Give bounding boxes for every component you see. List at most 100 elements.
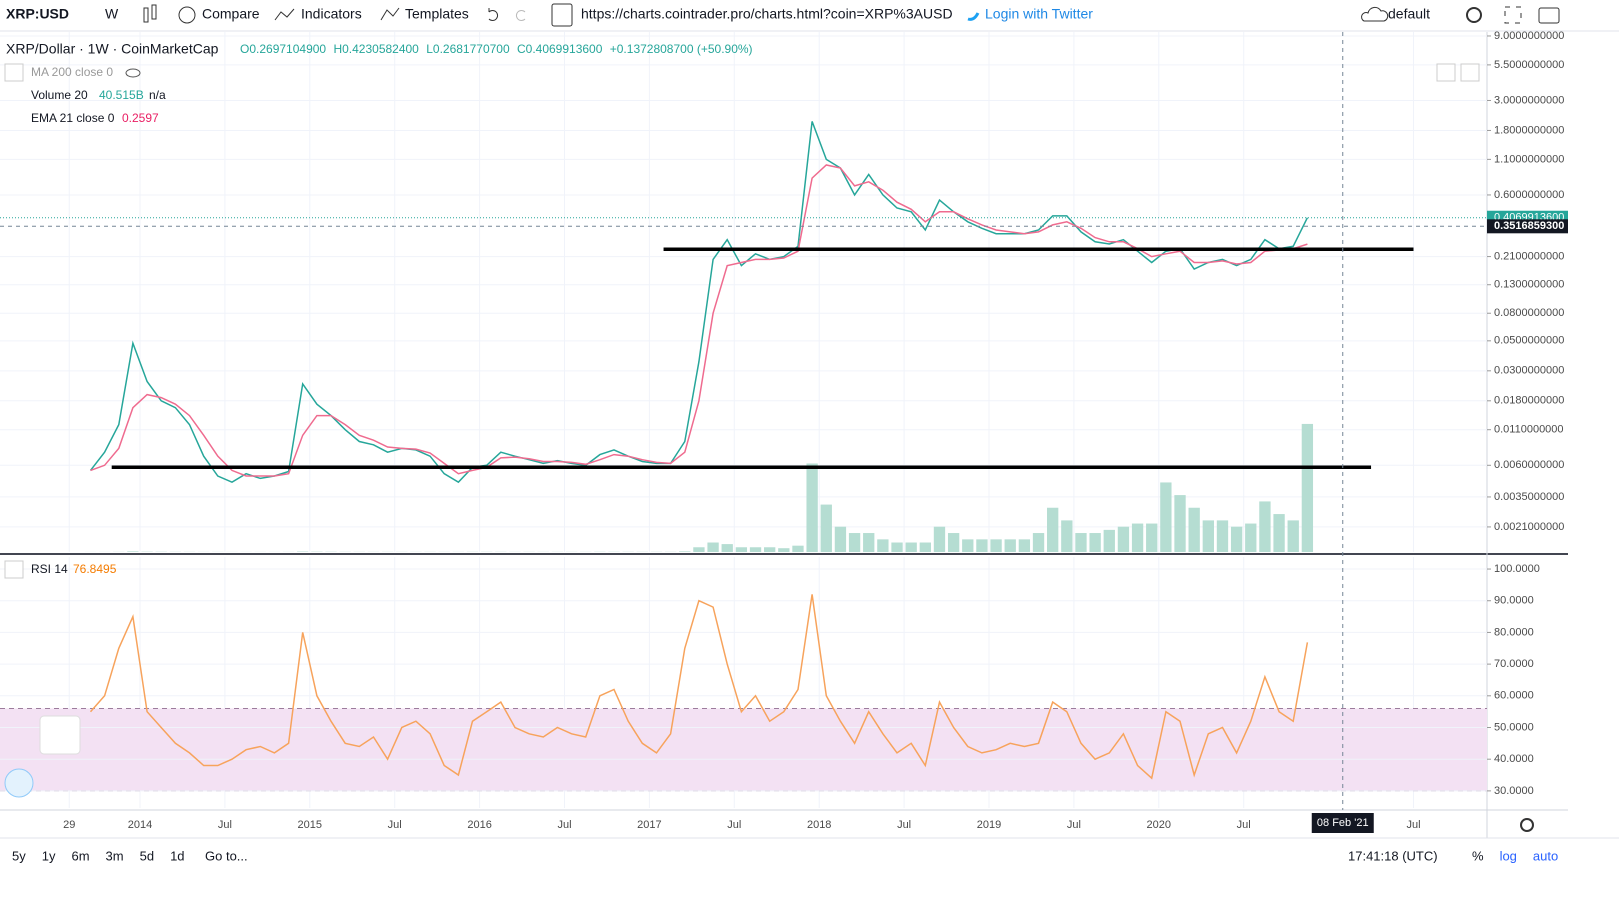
volume-bar: [990, 539, 1002, 552]
scale-button[interactable]: log: [1500, 848, 1517, 863]
y-tick-label: 0.1300000000: [1494, 279, 1564, 291]
volume-bar: [947, 533, 960, 552]
y-tick-label: 50.0000: [1494, 721, 1534, 733]
bottom-bar: Go to... 17:41:18 (UTC) 5y 1y 6m 3m 5d 1d% log…: [0, 818, 1619, 863]
maximize-button[interactable]: [1460, 63, 1480, 82]
drawing-toolbar[interactable]: [39, 715, 81, 755]
x-tick-label: Jul: [1237, 819, 1251, 831]
volume-bar: [848, 533, 861, 552]
volume-bar: [806, 463, 818, 552]
y-tick-label: 70.0000: [1494, 658, 1534, 670]
indicator-value: 40.515B: [99, 88, 144, 102]
ohlc: O0.2697104900 H0.4230582400 L0.268177070…: [240, 42, 753, 56]
volume-bar: [792, 545, 804, 552]
y-tick-label: 0.0800000000: [1494, 307, 1564, 319]
volume-bar: [1061, 520, 1073, 552]
volume-bar: [778, 548, 790, 552]
volume-bar: [905, 542, 917, 552]
panes: 29 2014 Jul 2015 Jul 2016 Jul 2017 Jul 2018 Jul 201…: [0, 30, 1568, 838]
x-tick-label: Jul: [388, 819, 402, 831]
y-tick-label: 5.5000000000: [1494, 59, 1564, 71]
volume-bar: [1188, 507, 1200, 552]
rsi-value: 76.8495: [73, 562, 117, 576]
settings-button[interactable]: [1466, 7, 1482, 23]
x-tick-label: 2015: [298, 819, 322, 831]
layout-button[interactable]: default: [1388, 6, 1430, 22]
logo[interactable]: [4, 768, 34, 798]
crosshair-price-label: 0.3516859300: [1494, 220, 1564, 232]
url-icon: [551, 3, 573, 27]
volume-bar: [1160, 482, 1172, 552]
volume-bar: [877, 539, 889, 552]
range-button[interactable]: 3m: [106, 848, 124, 863]
axis-settings[interactable]: [1520, 818, 1534, 832]
volume-bar: [1216, 520, 1229, 552]
twitter-icon: [967, 12, 980, 21]
symbol[interactable]: XRP:USD: [6, 6, 69, 22]
y-tick-label: 0.0500000000: [1494, 335, 1564, 347]
collapse-button[interactable]: [4, 560, 24, 579]
goto-button[interactable]: Go to...: [205, 848, 248, 863]
volume-bar: [1259, 501, 1271, 552]
y-tick-label: 60.0000: [1494, 690, 1534, 702]
snapshot-button[interactable]: [1538, 7, 1560, 24]
volume-bar: [1174, 495, 1186, 552]
volume-bar: [1089, 533, 1101, 552]
x-tick-label: Jul: [218, 819, 232, 831]
indicator-name: Volume 20: [31, 88, 88, 102]
indicator-name: MA 200 close 0: [31, 65, 113, 79]
undo-button[interactable]: [488, 8, 498, 21]
x-tick-label: Jul: [727, 819, 741, 831]
volume-bar: [127, 551, 139, 552]
y-tick-label: 0.0060000000: [1494, 459, 1564, 471]
x-tick-label: 29: [63, 819, 75, 831]
ohlc-value: 0.2697104900: [249, 42, 326, 56]
range-button[interactable]: 1d: [170, 848, 184, 863]
volume-bar: [749, 547, 762, 552]
scroll-button[interactable]: [1436, 63, 1456, 82]
redo-button[interactable]: [516, 10, 526, 21]
fullscreen-button[interactable]: [1504, 6, 1522, 24]
candle-icon[interactable]: [143, 4, 157, 23]
collapse-button[interactable]: [4, 63, 24, 82]
volume-bar: [679, 551, 691, 552]
volume-bar: [1230, 526, 1243, 552]
ohlc-value: 0.4069913600: [526, 42, 603, 56]
volume-bar: [863, 533, 875, 552]
templates-icon: [380, 7, 400, 21]
range-button[interactable]: 5d: [140, 848, 154, 863]
hidden-icon[interactable]: [125, 68, 141, 78]
volume-bar: [1075, 533, 1087, 552]
url[interactable]: https://charts.cointrader.pro/charts.htm…: [581, 6, 953, 22]
indicators-button[interactable]: Indicators: [301, 6, 362, 22]
range-button[interactable]: 5y: [12, 848, 26, 863]
templates-button[interactable]: Templates: [405, 6, 469, 22]
range-button[interactable]: 6m: [71, 848, 89, 863]
volume-bar: [962, 539, 974, 552]
interval[interactable]: W: [105, 6, 119, 22]
series-line: [89, 121, 1309, 484]
y-tick-label: 0.2100000000: [1494, 250, 1564, 262]
volume-bar: [1202, 520, 1214, 552]
compare-button[interactable]: Compare: [202, 6, 260, 22]
compare-icon: [178, 6, 196, 24]
scale-button[interactable]: auto: [1533, 848, 1558, 863]
login-button[interactable]: Login with Twitter: [985, 6, 1093, 22]
y-tick-label: 0.0110000000: [1494, 424, 1564, 436]
toolbar: XRP:USD W Compare Indicators Templates h…: [0, 0, 1619, 32]
crosshair-date-label: 08 Feb '21: [1317, 817, 1369, 829]
rsi-name: RSI 14: [31, 562, 68, 576]
x-tick-label: Jul: [1406, 819, 1420, 831]
ohlc-value: 0.4230582400: [342, 42, 419, 56]
y-tick-label: 0.0021000000: [1494, 521, 1564, 533]
toolbar-bg: [0, 0, 1619, 31]
series-line: [89, 594, 1309, 780]
volume-bar: [1301, 423, 1314, 552]
range-button[interactable]: 1y: [42, 848, 56, 863]
x-tick-label: Jul: [897, 819, 911, 831]
y-tick-label: 80.0000: [1494, 626, 1534, 638]
volume-bar: [1103, 529, 1115, 552]
volume-bar: [1117, 526, 1130, 552]
ohlc-key: O: [240, 42, 249, 56]
scale-button[interactable]: %: [1472, 848, 1484, 863]
